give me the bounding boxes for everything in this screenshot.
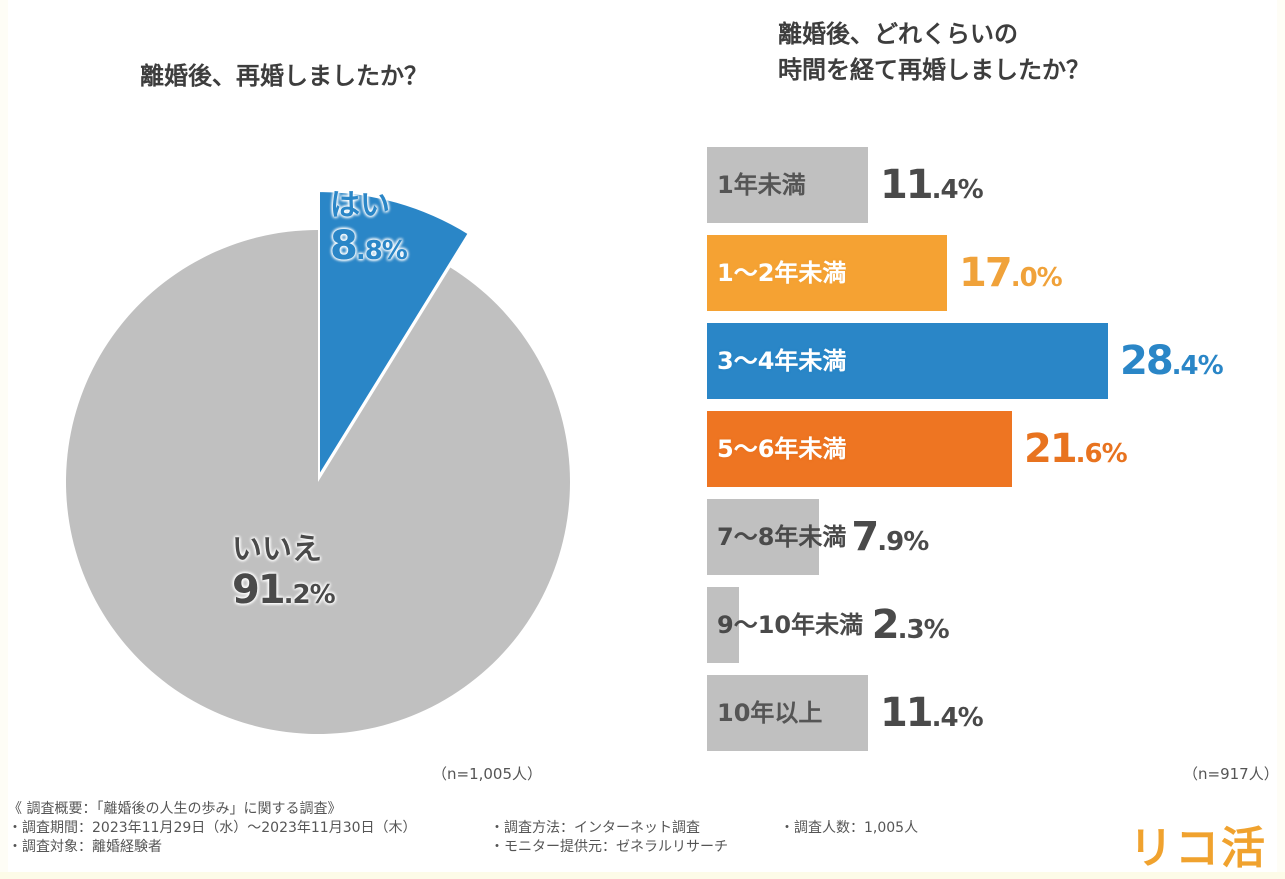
pie-slice-yes [318,189,471,480]
bar [707,147,868,223]
pie-chart-title: 離婚後、再婚しましたか？ [140,62,428,90]
bar-value-label: 11.4% [879,162,984,208]
pie-label-no-value: 91.2% [232,567,336,613]
bar-category-label: 7〜8年未満 [717,523,847,551]
bar-category-label: 3〜4年未満 [717,347,847,375]
bar-value-label: 21.6% [1023,426,1128,472]
bar [707,675,868,751]
pie-label-yes-category: はい [330,188,390,223]
bar-category-label: 9〜10年未満 [717,611,864,639]
bar-category-label: 1年未満 [717,171,806,199]
bar-category-label: 5〜6年未満 [717,435,847,463]
bottom-strip [0,872,1285,879]
bar-chart-title: 離婚後、どれくらいの 時間を経て再婚しましたか？ [778,16,1090,88]
bar [707,499,819,575]
survey-count: 調査人数：1,005人 [780,819,918,838]
bar-category-label: 10年以上 [717,699,823,727]
bar-value-label: 7.9% [851,514,929,560]
pie-label-yes-value: 8.8% [330,223,408,269]
bar-chart-title-line-1: 離婚後、どれくらいの [778,20,1018,48]
pie-label-no-category: いいえ [232,532,322,567]
survey-summary-heading: 《 調査概要：「離婚後の人生の歩み」に関する調査》 [8,801,342,817]
bar [707,587,740,663]
survey-target: 調査対象：離婚経験者 [8,838,162,857]
bar-category-label: 1〜2年未満 [717,259,847,287]
bar-chart-title-line-2: 時間を経て再婚しましたか？ [778,56,1090,84]
pie-label-yes: はい 8.8% [330,188,408,273]
bar [707,411,1012,487]
bar-sample-size: （n=917人） [1183,765,1279,783]
bar [707,323,1108,399]
brand-logo: リコ活 [1129,823,1267,874]
pie-slice-no [66,230,571,734]
bar-value-label: 2.3% [871,602,950,648]
survey-period: 調査期間：2023年11月29日（水）〜2023年11月30日（木） [8,819,417,838]
pie-sample-size: （n=1,005人） [432,765,543,783]
bar-value-label: 17.0% [959,250,1063,296]
bar-value-label: 28.4% [1120,338,1224,384]
survey-provider: モニター提供元：ゼネラルリサーチ [490,838,728,857]
bar-value-label: 11.4% [879,690,984,736]
survey-method: 調査方法：インターネット調査 [490,819,700,838]
bar [707,235,948,311]
pie-label-no: いいえ 91.2% [232,532,336,617]
